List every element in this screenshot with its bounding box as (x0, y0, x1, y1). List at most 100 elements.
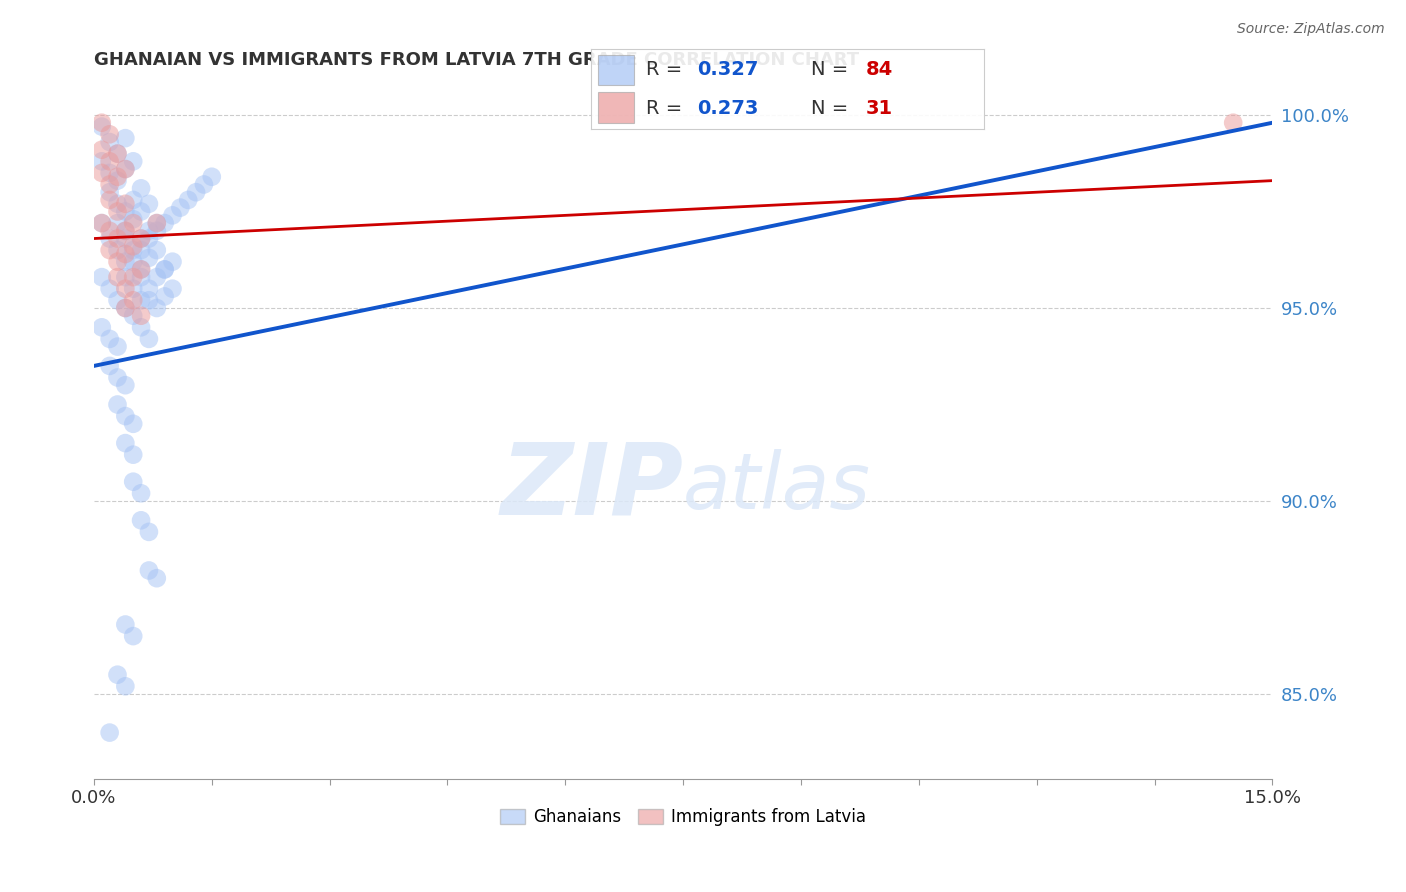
Point (114, 679, 136, 693)
Point (114, 254, 136, 268)
Point (122, 216, 145, 230)
Point (122, 293, 145, 308)
Point (129, 293, 152, 308)
Point (162, 208, 184, 222)
Point (153, 262, 176, 277)
Point (201, 169, 224, 184)
Point (107, 370, 129, 384)
Point (138, 293, 160, 308)
Point (129, 309, 152, 323)
Point (90, 116, 112, 130)
Point (138, 332, 160, 346)
Point (114, 162, 136, 177)
Point (107, 146, 129, 161)
Text: atlas: atlas (683, 449, 872, 525)
Text: 0.327: 0.327 (697, 61, 758, 79)
Point (107, 270, 129, 285)
Point (114, 301, 136, 315)
Point (146, 243, 169, 257)
Point (107, 293, 129, 308)
Point (177, 193, 200, 207)
Point (98, 185, 121, 199)
Point (138, 231, 160, 245)
Text: R =: R = (645, 99, 688, 118)
Point (193, 178, 215, 192)
Point (90, 120, 112, 134)
Point (122, 193, 145, 207)
Point (162, 254, 184, 268)
Point (98, 332, 121, 346)
Point (122, 309, 145, 323)
Point (138, 251, 160, 265)
Point (114, 204, 136, 219)
Point (90, 216, 112, 230)
Point (129, 204, 152, 219)
Point (90, 154, 112, 169)
Point (122, 239, 145, 253)
Text: 84: 84 (866, 61, 893, 79)
Point (153, 216, 176, 230)
Point (129, 231, 152, 245)
Point (138, 282, 160, 296)
Point (122, 417, 145, 431)
Point (107, 146, 129, 161)
Point (153, 289, 176, 303)
Point (114, 282, 136, 296)
Point (107, 667, 129, 681)
Point (114, 301, 136, 315)
Point (138, 524, 160, 539)
Point (129, 181, 152, 195)
Point (1222, 116, 1244, 130)
Point (114, 224, 136, 238)
Point (129, 486, 152, 500)
Point (129, 262, 152, 277)
Point (98, 166, 121, 180)
Text: 0.273: 0.273 (697, 99, 758, 118)
Point (114, 617, 136, 632)
Point (98, 725, 121, 739)
Point (169, 201, 191, 215)
Point (114, 231, 136, 245)
Point (129, 320, 152, 334)
Point (114, 436, 136, 450)
Point (129, 262, 152, 277)
Point (138, 224, 160, 238)
Point (107, 397, 129, 411)
Text: R =: R = (645, 61, 688, 79)
Point (107, 173, 129, 187)
Point (114, 247, 136, 261)
Point (90, 320, 112, 334)
Point (90, 143, 112, 157)
Text: N =: N = (811, 99, 855, 118)
Text: ZIP: ZIP (501, 439, 683, 535)
Legend: Ghanaians, Immigrants from Latvia: Ghanaians, Immigrants from Latvia (494, 802, 873, 833)
Point (122, 629, 145, 643)
Point (122, 448, 145, 462)
Point (107, 196, 129, 211)
Point (122, 270, 145, 285)
Point (98, 128, 121, 142)
Point (107, 254, 129, 268)
Point (107, 340, 129, 354)
Point (122, 475, 145, 489)
Point (98, 154, 121, 169)
Point (107, 216, 129, 230)
Point (146, 301, 169, 315)
Point (138, 564, 160, 578)
Text: N =: N = (811, 61, 855, 79)
Point (162, 282, 184, 296)
Point (138, 196, 160, 211)
Point (98, 135, 121, 149)
Point (122, 254, 145, 268)
Point (98, 193, 121, 207)
Point (122, 282, 145, 296)
Point (98, 231, 121, 245)
Point (90, 166, 112, 180)
Point (114, 131, 136, 145)
Point (153, 262, 176, 277)
Point (114, 162, 136, 177)
Point (122, 212, 145, 227)
Point (146, 224, 169, 238)
Point (146, 216, 169, 230)
Point (122, 154, 145, 169)
